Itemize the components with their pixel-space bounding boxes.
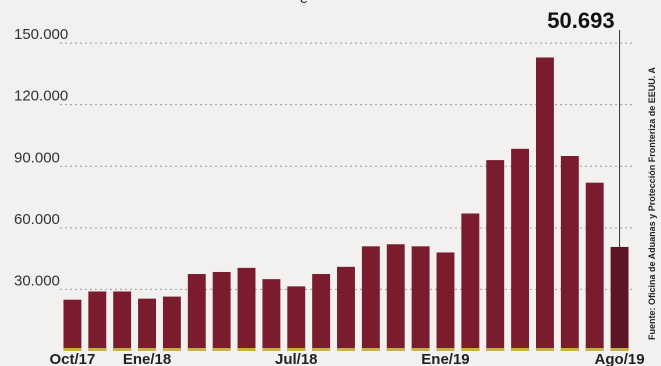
bar	[386, 244, 405, 351]
bar	[138, 298, 156, 351]
bar	[287, 286, 306, 351]
bar-base-accent	[436, 348, 455, 351]
bar	[162, 296, 181, 351]
callout-layer: 50.693	[547, 8, 621, 247]
bar-base-accent	[63, 348, 82, 351]
bar-base-accent	[386, 348, 405, 351]
x-tick-label: Oct/17	[50, 351, 96, 366]
bar-base-accent	[162, 348, 181, 351]
bar	[511, 148, 530, 351]
bar	[237, 267, 256, 351]
bar	[187, 274, 206, 351]
bar-base-accent	[337, 348, 355, 351]
y-tick-label: 90.000	[14, 149, 60, 166]
bar-base-accent	[486, 348, 505, 351]
bar	[536, 57, 554, 351]
x-tick-label: Ene/19	[421, 351, 469, 366]
bar	[560, 156, 579, 351]
y-tick-label: 150.000	[14, 26, 68, 43]
bars-layer	[63, 57, 629, 351]
x-tick-label: Ene/18	[123, 351, 171, 366]
bar	[312, 274, 331, 351]
bar	[212, 271, 231, 351]
bar	[585, 182, 604, 351]
bar-base-accent	[113, 348, 132, 351]
bar	[486, 160, 505, 351]
bar-base-accent	[461, 348, 480, 351]
bar	[610, 246, 629, 351]
y-tick-label: 60.000	[14, 211, 60, 228]
bar-base-accent	[287, 348, 306, 351]
bar-base-accent	[88, 348, 107, 351]
bar-base-accent	[361, 348, 380, 351]
bar-base-accent	[312, 348, 331, 351]
bar-base-accent	[536, 348, 554, 351]
x-tick-label: Jul/18	[275, 351, 318, 366]
y-tick-label: 30.000	[14, 272, 60, 289]
bar-base-accent	[511, 348, 530, 351]
bar	[411, 246, 430, 351]
bar	[113, 291, 132, 351]
source-note: Fuente: Oficina de Aduanas y Protección …	[647, 67, 657, 340]
bar	[436, 252, 455, 351]
callout-value: 50.693	[547, 8, 614, 33]
bar-base-accent	[262, 348, 281, 351]
bar-base-accent	[138, 348, 156, 351]
bar-base-accent	[610, 348, 629, 351]
bar-base-accent	[237, 348, 256, 351]
bar	[361, 246, 380, 351]
bar	[337, 266, 355, 351]
bar	[88, 291, 107, 351]
bar	[262, 279, 281, 351]
y-tick-label: 120.000	[14, 88, 68, 105]
grid-layer: 30.000 60.000 90.000 120.000 150.000	[14, 26, 632, 290]
x-tick-label: Ago/19	[595, 351, 645, 366]
bar-base-accent	[411, 348, 430, 351]
bar-base-accent	[585, 348, 604, 351]
bar	[461, 213, 480, 351]
bar-base-accent	[187, 348, 206, 351]
bar	[63, 299, 82, 351]
bar-base-accent	[212, 348, 231, 351]
bar-base-accent	[560, 348, 579, 351]
chart-subtitle-fragment: e	[300, 0, 308, 6]
axis-layer: Oct/17 Ene/18 Jul/18 Ene/19 Ago/19	[50, 351, 645, 366]
